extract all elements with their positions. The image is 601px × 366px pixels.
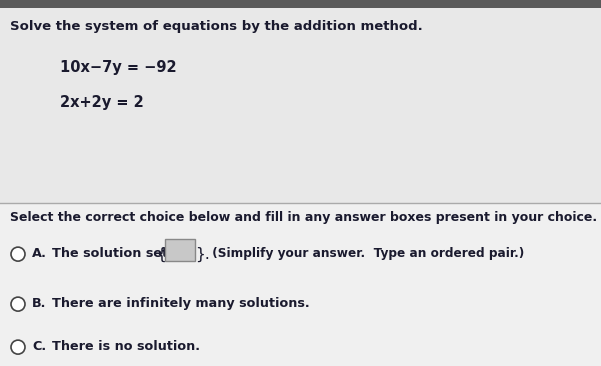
Text: Solve the system of equations by the addition method.: Solve the system of equations by the add… [10, 20, 423, 33]
FancyBboxPatch shape [165, 239, 195, 261]
Text: }.: }. [195, 247, 210, 262]
Text: A.: A. [32, 247, 47, 260]
Circle shape [11, 297, 25, 311]
FancyBboxPatch shape [0, 0, 601, 8]
Text: The solution set is: The solution set is [52, 247, 189, 260]
Text: Select the correct choice below and fill in any answer boxes present in your cho: Select the correct choice below and fill… [10, 211, 597, 224]
FancyBboxPatch shape [0, 203, 601, 366]
Circle shape [11, 340, 25, 354]
Text: C.: C. [32, 340, 46, 353]
FancyBboxPatch shape [0, 0, 601, 203]
Circle shape [11, 247, 25, 261]
Text: There is no solution.: There is no solution. [52, 340, 200, 353]
Text: {: { [156, 247, 166, 262]
Text: 2x+2y = 2: 2x+2y = 2 [60, 95, 144, 110]
Text: (Simplify your answer.  Type an ordered pair.): (Simplify your answer. Type an ordered p… [208, 247, 524, 260]
Text: 10x−7y = −92: 10x−7y = −92 [60, 60, 177, 75]
Text: B.: B. [32, 297, 46, 310]
Text: There are infinitely many solutions.: There are infinitely many solutions. [52, 297, 310, 310]
